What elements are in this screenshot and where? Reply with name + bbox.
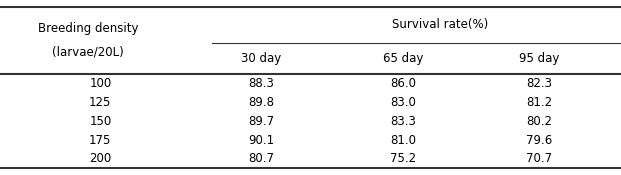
Text: 79.6: 79.6 <box>526 134 552 146</box>
Text: 80.2: 80.2 <box>526 115 552 128</box>
Text: 30 day: 30 day <box>241 52 281 65</box>
Text: 125: 125 <box>89 96 112 109</box>
Text: 81.0: 81.0 <box>390 134 416 146</box>
Text: 83.0: 83.0 <box>390 96 416 109</box>
Text: 90.1: 90.1 <box>248 134 274 146</box>
Text: 65 day: 65 day <box>383 52 424 65</box>
Text: 75.2: 75.2 <box>390 152 416 166</box>
Text: 150: 150 <box>89 115 111 128</box>
Text: Survival rate(%): Survival rate(%) <box>392 18 489 31</box>
Text: Breeding density: Breeding density <box>38 22 138 35</box>
Text: 81.2: 81.2 <box>526 96 552 109</box>
Text: 89.8: 89.8 <box>248 96 274 109</box>
Text: 80.7: 80.7 <box>248 152 274 166</box>
Text: 89.7: 89.7 <box>248 115 274 128</box>
Text: 175: 175 <box>89 134 112 146</box>
Text: 70.7: 70.7 <box>526 152 552 166</box>
Text: 82.3: 82.3 <box>526 77 552 90</box>
Text: 88.3: 88.3 <box>248 77 274 90</box>
Text: (larvae/20L): (larvae/20L) <box>52 46 124 59</box>
Text: 200: 200 <box>89 152 111 166</box>
Text: 83.3: 83.3 <box>390 115 416 128</box>
Text: 86.0: 86.0 <box>390 77 416 90</box>
Text: 95 day: 95 day <box>519 52 560 65</box>
Text: 100: 100 <box>89 77 111 90</box>
